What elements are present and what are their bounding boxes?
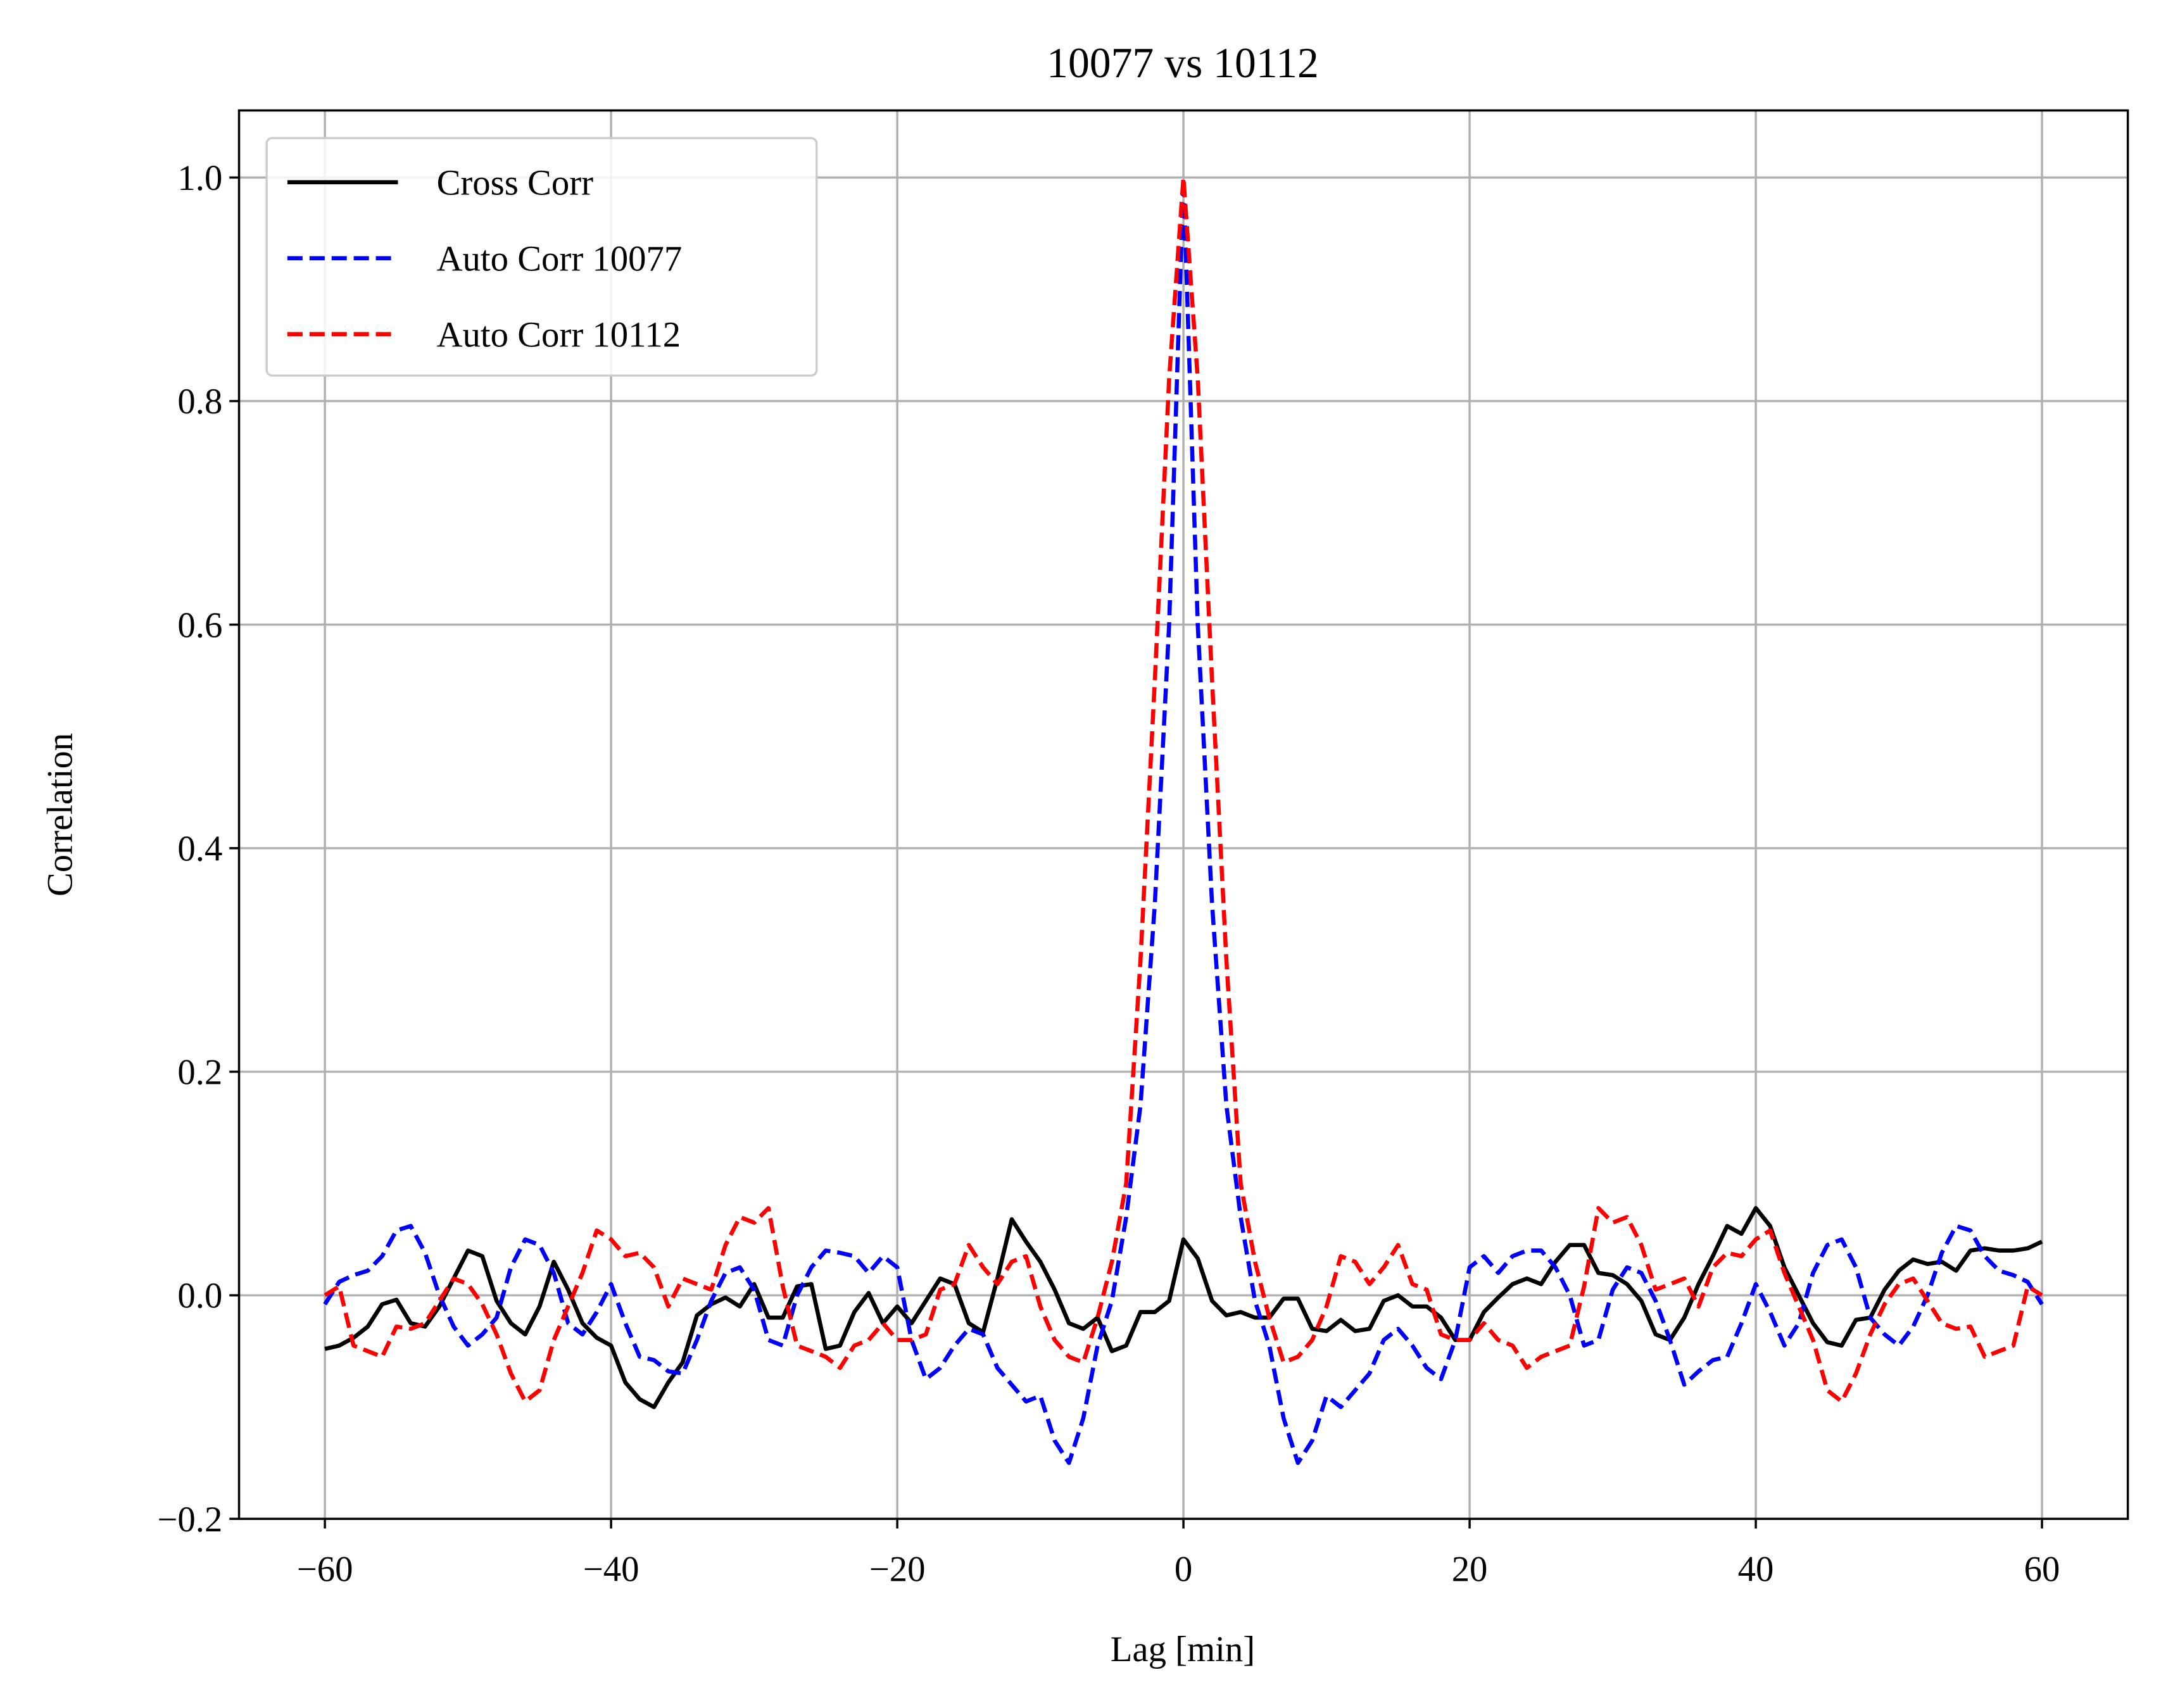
x-tick-label: 0 bbox=[1175, 1549, 1192, 1589]
x-tick-label: −20 bbox=[869, 1549, 926, 1589]
legend: Cross Corr Auto Corr 10077 Auto Corr 10112 bbox=[265, 137, 818, 377]
y-axis-label: Correlation bbox=[40, 733, 80, 896]
x-tick-label: 20 bbox=[1452, 1549, 1488, 1589]
y-tick-label: −0.2 bbox=[157, 1500, 222, 1540]
chart-title: 10077 vs 10112 bbox=[1047, 39, 1319, 87]
plot-frame bbox=[237, 109, 2129, 1520]
line-series bbox=[324, 175, 2043, 1404]
x-tick-label: −60 bbox=[297, 1549, 353, 1589]
y-tick-label: 0.2 bbox=[177, 1053, 222, 1093]
y-tick-label: 0.6 bbox=[177, 605, 222, 645]
y-tick-label: 1.0 bbox=[177, 158, 222, 198]
line-series bbox=[324, 1206, 2043, 1409]
x-tick-label: 40 bbox=[1738, 1549, 1774, 1589]
y-tick-label: 0.0 bbox=[177, 1276, 222, 1316]
x-tick-label: 60 bbox=[2024, 1549, 2060, 1589]
x-axis-label: Lag [min] bbox=[1111, 1630, 1255, 1669]
legend-label: Cross Corr bbox=[437, 163, 594, 203]
y-tick-label: 0.4 bbox=[177, 829, 222, 869]
line-series bbox=[323, 175, 2044, 1466]
x-tick-label: −40 bbox=[583, 1549, 639, 1589]
legend-label: Auto Corr 10077 bbox=[437, 239, 683, 279]
legend-box bbox=[265, 137, 818, 377]
y-tick-label: 0.8 bbox=[177, 382, 222, 422]
legend-label: Auto Corr 10112 bbox=[437, 315, 681, 355]
